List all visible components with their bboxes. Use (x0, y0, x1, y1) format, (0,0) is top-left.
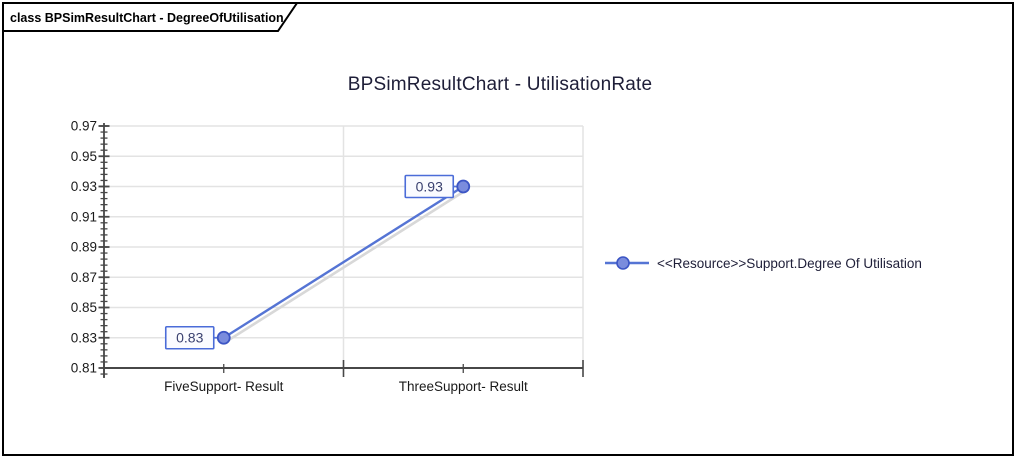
chart-plot-area[interactable]: 0.81 0.83 0.85 0.87 0.89 0.91 0.93 0.95 0.97 Five… (4, 4, 654, 434)
frame-tab-shape (2, 2, 299, 32)
legend-marker-icon (616, 256, 630, 270)
y-tick-label: 0.81 (71, 361, 97, 376)
y-tick-label: 0.85 (71, 300, 97, 315)
frame-tab-label: class BPSimResultChart - DegreeOfUtilisa… (10, 11, 284, 25)
point-label-box (404, 174, 455, 199)
legend-series-label: <<Resource>>Support.Degree Of Utilisatio… (657, 255, 922, 271)
x-category-label: FiveSupport- Result (164, 379, 284, 394)
y-tick-label: 0.87 (71, 270, 97, 285)
y-tick-label: 0.97 (71, 119, 97, 134)
frame-tab: class BPSimResultChart - DegreeOfUtilisa… (2, 2, 299, 32)
y-tick-label: 0.93 (71, 179, 97, 194)
y-tick-label: 0.91 (71, 209, 97, 224)
y-tick-label: 0.83 (71, 330, 97, 345)
data-point-marker[interactable] (216, 330, 231, 345)
chart-title: BPSimResultChart - UtilisationRate (347, 74, 653, 95)
point-label-box (164, 325, 215, 350)
x-category-label: ThreeSupport- Result (399, 379, 528, 394)
y-tick-label: 0.95 (71, 149, 97, 164)
chart-legend: <<Resource>>Support.Degree Of Utilisatio… (604, 250, 922, 276)
point-label-text: 0.93 (416, 178, 443, 194)
series-line (223, 185, 464, 339)
legend-line-marker-swatch (605, 256, 649, 270)
series-line-shadow (226, 188, 467, 343)
data-point-marker[interactable] (456, 179, 471, 194)
point-label-text: 0.83 (176, 330, 203, 346)
y-tick-label: 0.89 (71, 240, 97, 255)
